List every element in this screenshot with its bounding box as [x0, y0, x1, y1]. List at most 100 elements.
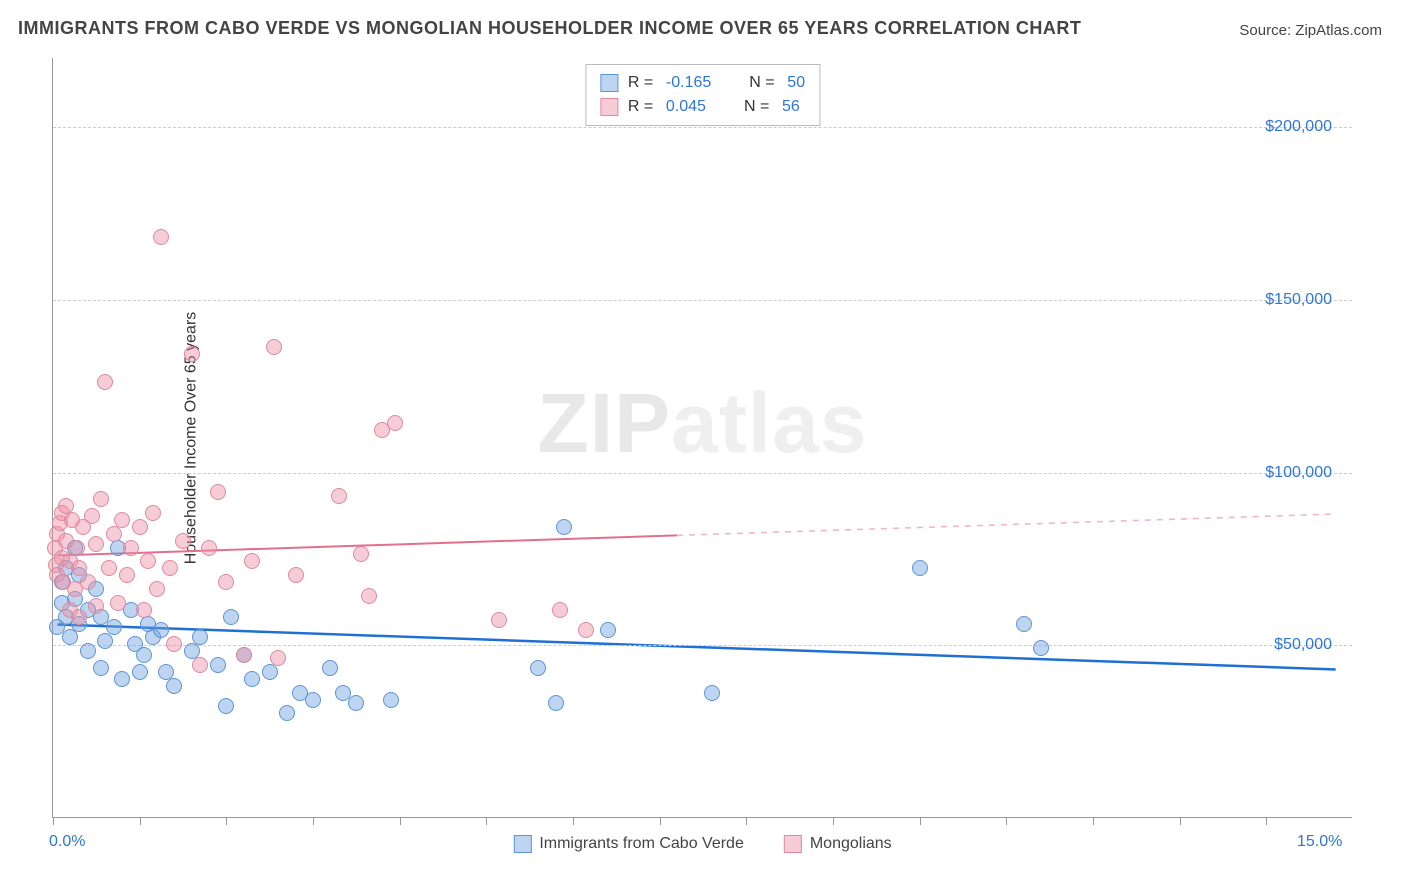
x-tick	[833, 817, 834, 825]
data-point-cabo	[383, 692, 399, 708]
data-point-cabo	[704, 685, 720, 701]
r-label: R =	[628, 95, 656, 119]
data-point-mong	[132, 519, 148, 535]
data-point-mong	[84, 508, 100, 524]
data-point-cabo	[556, 519, 572, 535]
swatch-cabo	[600, 74, 618, 92]
data-point-mong	[201, 540, 217, 556]
plot-area: Householder Income Over 65 years ZIPatla…	[52, 58, 1352, 818]
data-point-mong	[361, 588, 377, 604]
data-point-cabo	[166, 678, 182, 694]
gridline	[53, 300, 1352, 301]
data-point-mong	[106, 526, 122, 542]
swatch-cabo	[513, 835, 531, 853]
data-point-mong	[123, 540, 139, 556]
x-tick	[486, 817, 487, 825]
gridline	[53, 645, 1352, 646]
data-point-mong	[136, 602, 152, 618]
data-point-cabo	[210, 657, 226, 673]
data-point-cabo	[305, 692, 321, 708]
data-point-mong	[192, 657, 208, 673]
data-point-mong	[110, 595, 126, 611]
data-point-cabo	[114, 671, 130, 687]
data-point-mong	[270, 650, 286, 666]
data-point-mong	[140, 553, 156, 569]
data-point-cabo	[322, 660, 338, 676]
data-point-mong	[184, 346, 200, 362]
data-point-mong	[288, 567, 304, 583]
n-value-mong: 56	[782, 95, 800, 119]
data-point-mong	[236, 647, 252, 663]
data-point-mong	[387, 415, 403, 431]
data-point-mong	[71, 609, 87, 625]
data-point-mong	[145, 505, 161, 521]
data-point-cabo	[136, 647, 152, 663]
data-point-cabo	[1033, 640, 1049, 656]
regression-lines	[53, 58, 1352, 817]
data-point-cabo	[600, 622, 616, 638]
data-point-cabo	[223, 609, 239, 625]
data-point-cabo	[80, 643, 96, 659]
data-point-mong	[266, 339, 282, 355]
x-tick-label: 15.0%	[1297, 833, 1342, 851]
series-legend: Immigrants from Cabo Verde Mongolians	[513, 835, 891, 853]
data-point-cabo	[132, 664, 148, 680]
swatch-mong	[784, 835, 802, 853]
data-point-cabo	[62, 629, 78, 645]
data-point-mong	[119, 567, 135, 583]
data-point-mong	[491, 612, 507, 628]
x-tick	[53, 817, 54, 825]
r-value-mong: 0.045	[666, 95, 706, 119]
data-point-cabo	[912, 560, 928, 576]
x-tick	[920, 817, 921, 825]
source-link[interactable]: ZipAtlas.com	[1295, 22, 1382, 39]
data-point-cabo	[192, 629, 208, 645]
x-tick	[573, 817, 574, 825]
data-point-mong	[578, 622, 594, 638]
data-point-mong	[210, 484, 226, 500]
data-point-cabo	[93, 660, 109, 676]
data-point-mong	[244, 553, 260, 569]
data-point-mong	[101, 560, 117, 576]
x-tick	[313, 817, 314, 825]
source-attribution: Source: ZipAtlas.com	[1239, 22, 1382, 39]
x-tick	[1266, 817, 1267, 825]
data-point-cabo	[106, 619, 122, 635]
chart-title: IMMIGRANTS FROM CABO VERDE VS MONGOLIAN …	[18, 18, 1081, 39]
data-point-cabo	[548, 695, 564, 711]
data-point-cabo	[530, 660, 546, 676]
y-tick-label: $150,000	[1265, 291, 1344, 309]
data-point-cabo	[218, 698, 234, 714]
legend-label-mong: Mongolians	[810, 835, 892, 852]
data-point-mong	[162, 560, 178, 576]
data-point-mong	[166, 636, 182, 652]
data-point-cabo	[153, 622, 169, 638]
data-point-cabo	[97, 633, 113, 649]
legend-item-cabo: Immigrants from Cabo Verde	[513, 835, 744, 853]
data-point-cabo	[262, 664, 278, 680]
x-tick-label: 0.0%	[49, 833, 85, 851]
x-tick	[1093, 817, 1094, 825]
data-point-cabo	[348, 695, 364, 711]
data-point-mong	[552, 602, 568, 618]
data-point-mong	[153, 229, 169, 245]
watermark: ZIPatlas	[537, 374, 867, 471]
data-point-cabo	[244, 671, 260, 687]
data-point-cabo	[1016, 616, 1032, 632]
data-point-mong	[353, 546, 369, 562]
x-tick	[140, 817, 141, 825]
data-point-mong	[69, 540, 85, 556]
swatch-mong	[600, 98, 618, 116]
regression-line-cabo	[57, 625, 1335, 670]
data-point-mong	[218, 574, 234, 590]
x-tick	[400, 817, 401, 825]
legend-item-mong: Mongolians	[784, 835, 892, 853]
n-label: N =	[744, 95, 772, 119]
x-tick	[1180, 817, 1181, 825]
data-point-mong	[175, 533, 191, 549]
data-point-mong	[88, 598, 104, 614]
n-label: N =	[749, 71, 777, 95]
legend-row-cabo: R = -0.165 N = 50	[600, 71, 805, 95]
x-tick	[226, 817, 227, 825]
correlation-legend: R = -0.165 N = 50 R = 0.045 N = 56	[585, 64, 820, 126]
